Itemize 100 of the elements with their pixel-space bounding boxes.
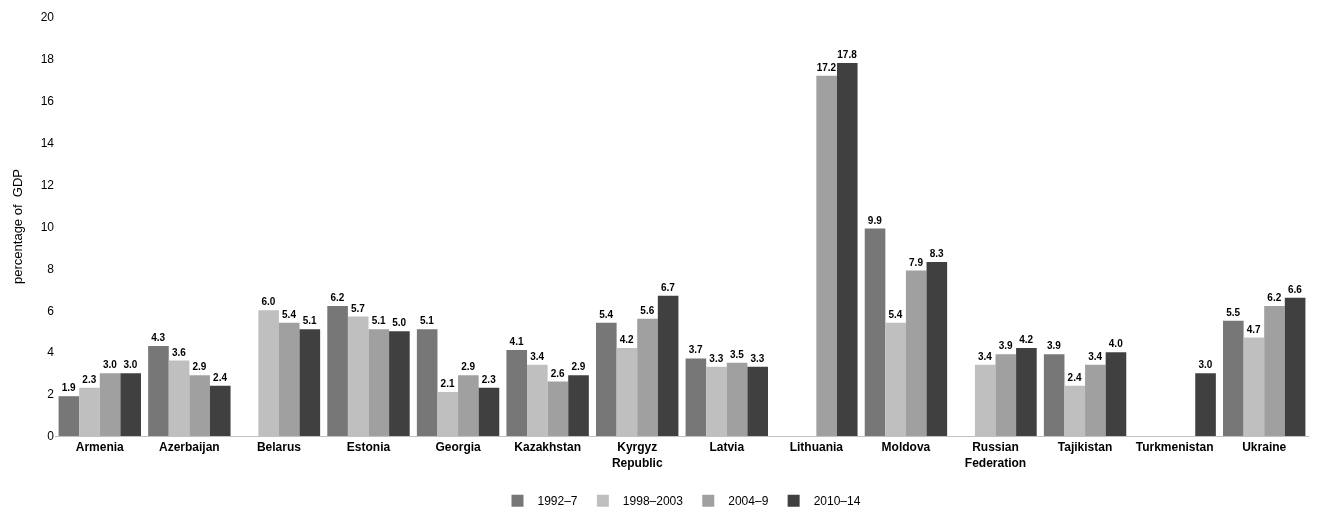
legend-label: 1992–7	[537, 494, 578, 509]
bar	[1105, 352, 1127, 436]
data-label: 6.2	[1267, 292, 1282, 304]
data-label: 3.5	[729, 348, 745, 360]
data-label: 3.0	[102, 359, 118, 371]
x-tick-label: Ukraine	[1242, 440, 1287, 455]
bar	[389, 331, 410, 436]
bar	[685, 358, 707, 436]
bar	[547, 381, 569, 436]
data-label: 8.3	[929, 248, 944, 260]
data-label: 17.8	[837, 49, 858, 61]
x-tick-label: Georgia	[435, 440, 482, 455]
bar	[506, 350, 528, 436]
bar	[726, 362, 748, 436]
data-label: 3.6	[171, 346, 187, 358]
bar	[926, 262, 948, 436]
data-label: 5.1	[371, 315, 386, 327]
data-label: 5.1	[420, 315, 435, 327]
data-label: 3.4	[530, 350, 545, 362]
data-label: 3.7	[688, 344, 704, 356]
bar	[327, 306, 348, 436]
bar	[120, 373, 141, 436]
data-label: 3.9	[1047, 340, 1062, 352]
x-tick-label: Estonia	[346, 440, 391, 455]
bar	[58, 396, 80, 436]
x-tick-label: Kazakhstan	[514, 440, 581, 455]
y-tick-label: 14	[40, 135, 55, 150]
data-label: 5.1	[302, 315, 317, 327]
data-label: 4.0	[1108, 338, 1124, 350]
data-label: 6.7	[660, 281, 676, 293]
bar	[905, 270, 927, 436]
data-label: 2.3	[481, 373, 497, 385]
bar	[1264, 306, 1285, 436]
x-tick-label: Russian Federation	[964, 440, 1027, 470]
data-label: 2.1	[440, 378, 455, 390]
data-label: 3.9	[998, 340, 1013, 352]
data-label: 4.2	[1019, 334, 1034, 346]
data-label: 4.3	[151, 331, 166, 343]
bar	[368, 329, 390, 436]
data-label: 5.0	[392, 317, 407, 329]
y-tick-label: 2	[47, 387, 55, 402]
data-label: 5.5	[1226, 306, 1241, 318]
bar	[1085, 364, 1106, 436]
data-label: 5.7	[351, 302, 366, 314]
bar	[864, 228, 886, 436]
x-tick-label: Moldova	[881, 440, 931, 455]
data-label: 7.9	[909, 256, 924, 268]
x-tick-label: Tajikistan	[1057, 440, 1113, 455]
data-label: 3.4	[978, 350, 993, 362]
y-tick-label: 6	[47, 303, 55, 318]
data-label: 4.1	[509, 336, 524, 348]
data-label: 5.4	[599, 308, 614, 320]
data-label: 6.2	[330, 292, 345, 304]
bar	[1016, 348, 1037, 436]
bar	[1195, 373, 1216, 436]
data-label: 3.0	[123, 359, 138, 371]
bar	[1223, 320, 1244, 436]
x-tick-label: Latvia	[709, 440, 745, 455]
legend-label: 1998–2003	[622, 494, 684, 509]
bar	[416, 329, 438, 436]
bar	[278, 322, 300, 436]
y-tick-label: 4	[47, 345, 55, 360]
bar	[657, 295, 679, 436]
bar	[596, 322, 617, 436]
bar	[189, 375, 210, 436]
x-tick-label: Lithuania	[789, 440, 844, 455]
x-tick-label: Kyrgyz Republic	[611, 440, 663, 470]
x-tick-label: Turkmenistan	[1135, 440, 1214, 455]
data-label: 2.4	[213, 371, 228, 383]
data-label: 2.9	[192, 361, 207, 373]
bar	[299, 329, 321, 436]
data-label: 2.4	[1067, 371, 1082, 383]
bar	[568, 375, 589, 436]
data-label: 17.2	[816, 61, 837, 73]
legend-label: 2004–9	[728, 494, 769, 509]
y-tick-label: 12	[40, 177, 55, 192]
y-tick-label: 20	[40, 10, 55, 25]
data-label: 5.6	[640, 304, 655, 316]
data-label: 4.2	[619, 334, 635, 346]
data-label: 3.3	[709, 352, 724, 364]
data-label: 3.0	[1198, 359, 1213, 371]
y-tick-label: 8	[47, 261, 55, 276]
bar	[148, 345, 169, 436]
x-tick-label: Azerbaijan	[159, 440, 220, 455]
bar	[99, 373, 121, 436]
data-label: 2.9	[461, 361, 476, 373]
data-label: 2.3	[82, 373, 97, 385]
y-tick-label: 18	[40, 52, 55, 67]
data-label: 3.3	[750, 352, 765, 364]
data-label: 5.4	[888, 308, 903, 320]
data-label: 9.9	[867, 214, 883, 226]
data-label: 4.7	[1246, 323, 1262, 335]
x-tick-label: Armenia	[75, 440, 125, 455]
bar	[995, 354, 1017, 436]
bar	[747, 366, 768, 436]
bar	[478, 387, 500, 436]
data-label: 1.9	[61, 382, 77, 394]
data-label: 2.6	[550, 367, 566, 379]
bar	[816, 75, 837, 436]
bar	[1284, 297, 1306, 436]
